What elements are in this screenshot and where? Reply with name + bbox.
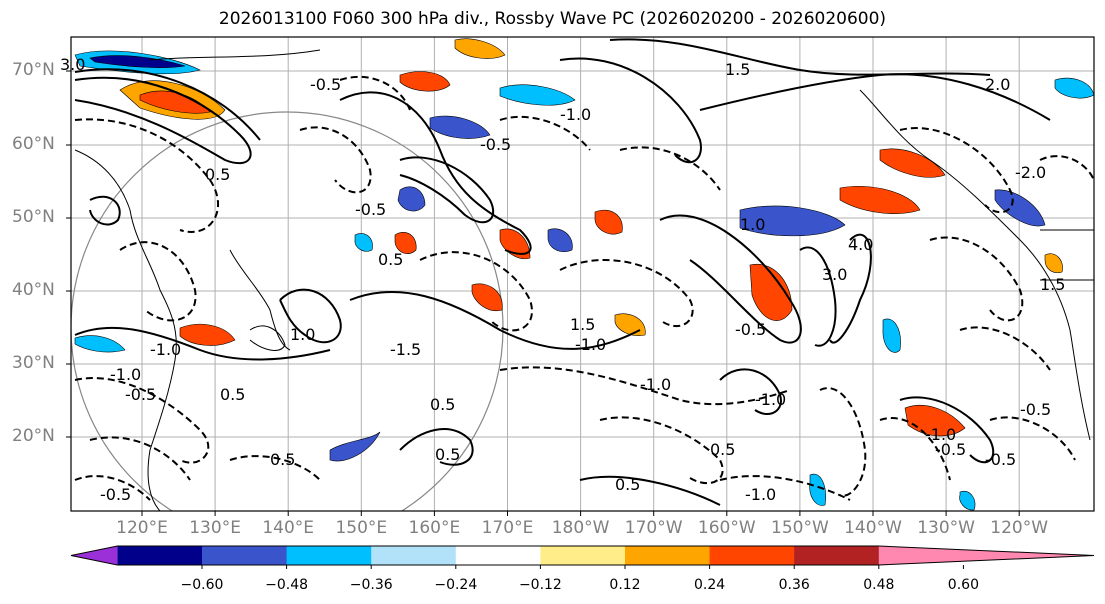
- contour-label: 0.5: [378, 250, 403, 269]
- lon-label: 160°W: [697, 518, 756, 538]
- colorbar-segment: [455, 546, 541, 565]
- contour-label: 3.0: [60, 55, 85, 74]
- colorbar-tick-label: −0.48: [265, 577, 309, 593]
- contour-label: -1.0: [560, 105, 591, 124]
- positive-contours: [74, 38, 1051, 506]
- colorbar-tick-label: 0.60: [947, 577, 979, 593]
- contour-label: 0.5: [615, 475, 640, 494]
- contour-label: -1.0: [925, 425, 956, 444]
- contour-label: -0.5: [480, 135, 511, 154]
- negative-contours: [74, 75, 1094, 501]
- contour-label: -0.5: [355, 200, 386, 219]
- contour-label: 0.5: [710, 440, 735, 459]
- colorbar-segment: [794, 546, 880, 565]
- colorbar-segment: [202, 546, 288, 565]
- lat-label: 40°N: [12, 280, 55, 300]
- lon-label: 140°W: [844, 518, 902, 538]
- contour-label: -0.5: [1020, 400, 1051, 419]
- lon-label: 130°E: [189, 518, 241, 538]
- lon-label: 160°E: [408, 518, 461, 538]
- colorbar-extend-high: [878, 546, 1094, 565]
- colorbar: [70, 545, 1095, 569]
- colorbar-tick-label: 0.48: [863, 577, 895, 593]
- lon-label: 130°W: [917, 518, 975, 538]
- contour-label: -0.5: [125, 385, 156, 404]
- gridlines: [71, 37, 1094, 511]
- contour-label: -1.0: [745, 485, 776, 504]
- lat-label: 20°N: [12, 426, 55, 446]
- contour-labels: -0.5-0.50.5-1.01.52.0-0.50.51.04.03.01.0…: [60, 55, 1065, 504]
- contour-label: 1.5: [570, 315, 595, 334]
- lon-label: 120°E: [116, 518, 168, 538]
- contour-label: 1.0: [740, 215, 765, 234]
- contour-label: -2.0: [1015, 163, 1046, 182]
- contour-label: 0.5: [430, 395, 455, 414]
- colorbar-tick-label: 0.36: [778, 577, 810, 593]
- contour-label: 0.5: [270, 450, 295, 469]
- contour-label: -1.0: [755, 390, 786, 409]
- contour-label: -0.5: [935, 440, 966, 459]
- contour-label: -1.5: [390, 340, 421, 359]
- contour-label: 2.0: [985, 75, 1010, 94]
- lon-label: 150°W: [771, 518, 829, 538]
- contour-label: -0.5: [985, 450, 1016, 469]
- colorbar-tick-label: −0.24: [434, 577, 478, 593]
- contour-label: 0.5: [435, 445, 460, 464]
- contour-label: 1.5: [725, 60, 750, 79]
- map-title: 2026013100 F060 300 hPa div., Rossby Wav…: [218, 9, 887, 29]
- contour-label: 3.0: [822, 265, 847, 284]
- axis-ticks: [66, 70, 1020, 516]
- colorbar-segment: [540, 546, 626, 565]
- colorbar-segment: [371, 546, 457, 565]
- lat-label: 50°N: [12, 207, 55, 227]
- colorbar-tick-label: 0.24: [694, 577, 726, 593]
- colorbar-segment: [625, 546, 711, 565]
- map-border: [70, 36, 1095, 512]
- contour-label: 0.5: [205, 165, 230, 184]
- colorbar-tick-label: −0.36: [349, 577, 393, 593]
- contour-label: 1.5: [1040, 275, 1065, 294]
- colorbar-tick-label: −0.60: [180, 577, 224, 593]
- colorbar-outline: [70, 545, 1095, 566]
- colorbar-tick-label: 0.12: [609, 577, 641, 593]
- colorbar-segment: [286, 546, 372, 565]
- contour-label: -0.5: [100, 485, 131, 504]
- contour-label: -1.0: [150, 340, 181, 359]
- contour-label: -1.0: [640, 375, 671, 394]
- lon-label: 170°W: [624, 518, 683, 538]
- contour-label: 1.0: [290, 325, 315, 344]
- lat-label: 70°N: [12, 60, 55, 80]
- contour-label: -1.0: [110, 365, 141, 384]
- lon-label: 150°E: [335, 518, 388, 538]
- contour-label: -0.5: [310, 75, 341, 94]
- contour-label: -1.0: [575, 335, 606, 354]
- contour-label: 0.5: [220, 385, 245, 404]
- contour-label: 4.0: [848, 235, 873, 254]
- lat-label: 30°N: [12, 353, 55, 373]
- lon-label: 140°E: [262, 518, 315, 538]
- lon-label: 170°E: [481, 518, 534, 538]
- contour-label: -0.5: [735, 320, 766, 339]
- shaded-divergence: [74, 38, 1094, 511]
- lon-label: 120°W: [990, 518, 1049, 538]
- colorbar-segment: [709, 546, 795, 565]
- colorbar-extend-low: [71, 546, 118, 565]
- lon-label: 180°W: [551, 518, 610, 538]
- colorbar-tick-label: −0.12: [518, 577, 562, 593]
- lat-label: 60°N: [12, 134, 55, 154]
- coastlines: [74, 49, 1094, 511]
- colorbar-segment: [117, 546, 203, 565]
